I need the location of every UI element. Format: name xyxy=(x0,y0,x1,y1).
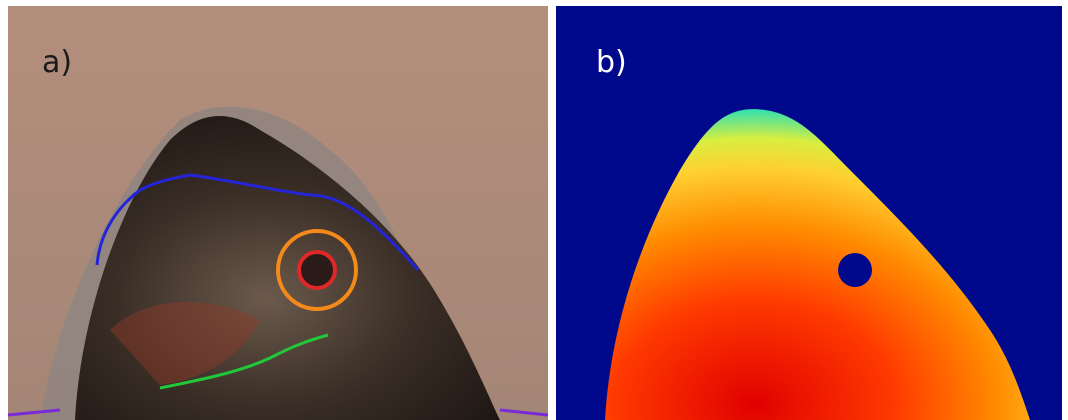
eye-inner-ring xyxy=(299,252,335,288)
panel-a: a) xyxy=(8,6,548,420)
depth-hole xyxy=(838,253,872,287)
panel-b: b) xyxy=(556,6,1062,420)
panel-label: a) xyxy=(42,45,72,80)
page: a) b) (() => { const data = JSON.parse(d… xyxy=(0,0,1068,420)
panel-label: b) xyxy=(596,45,627,80)
figure: a) b) xyxy=(0,0,1068,420)
